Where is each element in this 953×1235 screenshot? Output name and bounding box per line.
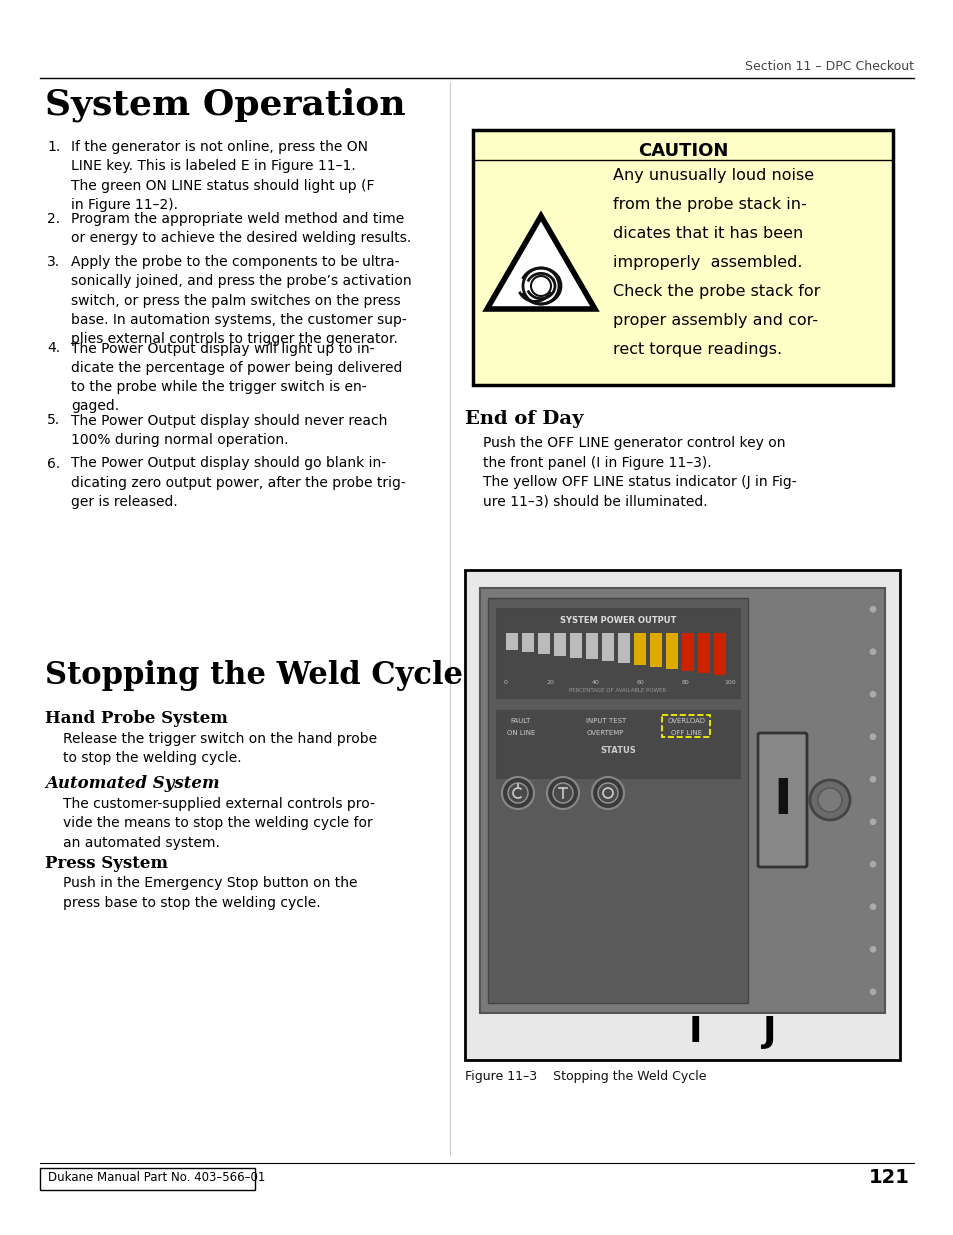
Text: improperly  assembled.: improperly assembled. bbox=[613, 254, 801, 270]
Polygon shape bbox=[487, 216, 595, 309]
FancyBboxPatch shape bbox=[537, 634, 550, 653]
Circle shape bbox=[868, 776, 876, 783]
Circle shape bbox=[501, 777, 534, 809]
Text: I: I bbox=[688, 1015, 701, 1049]
FancyBboxPatch shape bbox=[554, 634, 565, 656]
Circle shape bbox=[868, 605, 876, 614]
FancyBboxPatch shape bbox=[505, 634, 517, 650]
FancyBboxPatch shape bbox=[681, 634, 693, 671]
Text: End of Day: End of Day bbox=[464, 410, 583, 429]
Circle shape bbox=[507, 783, 527, 803]
Text: Section 11 – DPC Checkout: Section 11 – DPC Checkout bbox=[744, 61, 913, 73]
Text: Release the trigger switch on the hand probe
to stop the welding cycle.: Release the trigger switch on the hand p… bbox=[63, 732, 376, 766]
FancyBboxPatch shape bbox=[634, 634, 645, 666]
FancyBboxPatch shape bbox=[488, 598, 747, 1003]
Circle shape bbox=[868, 988, 876, 995]
Text: 0: 0 bbox=[503, 680, 507, 685]
Text: 121: 121 bbox=[868, 1168, 909, 1187]
Text: System Operation: System Operation bbox=[45, 88, 405, 122]
Text: Push in the Emergency Stop button on the
press base to stop the welding cycle.: Push in the Emergency Stop button on the… bbox=[63, 877, 357, 910]
Text: 1.: 1. bbox=[47, 140, 60, 154]
FancyBboxPatch shape bbox=[569, 634, 581, 657]
Circle shape bbox=[809, 781, 849, 820]
Circle shape bbox=[868, 861, 876, 868]
Circle shape bbox=[817, 788, 841, 811]
Text: SYSTEM POWER OUTPUT: SYSTEM POWER OUTPUT bbox=[559, 616, 676, 625]
Circle shape bbox=[522, 268, 558, 304]
Text: The customer-supplied external controls pro-
vide the means to stop the welding : The customer-supplied external controls … bbox=[63, 797, 375, 850]
FancyBboxPatch shape bbox=[40, 1168, 254, 1191]
Text: OFF LINE: OFF LINE bbox=[670, 730, 701, 736]
Circle shape bbox=[531, 275, 551, 296]
FancyBboxPatch shape bbox=[758, 734, 806, 867]
Text: 100: 100 bbox=[723, 680, 735, 685]
Circle shape bbox=[868, 647, 876, 656]
Circle shape bbox=[868, 903, 876, 910]
Text: The Power Output display should never reach
100% during normal operation.: The Power Output display should never re… bbox=[71, 414, 387, 447]
Text: proper assembly and cor-: proper assembly and cor- bbox=[613, 312, 818, 329]
FancyBboxPatch shape bbox=[496, 608, 740, 698]
FancyBboxPatch shape bbox=[713, 634, 725, 676]
Circle shape bbox=[868, 732, 876, 741]
Circle shape bbox=[598, 783, 618, 803]
Text: rect torque readings.: rect torque readings. bbox=[613, 342, 781, 357]
Text: PERCENTAGE OF AVAILABLE POWER: PERCENTAGE OF AVAILABLE POWER bbox=[569, 688, 666, 693]
Text: Push the OFF LINE generator control key on
the front panel (I in Figure 11–3).
T: Push the OFF LINE generator control key … bbox=[482, 436, 796, 509]
Text: 60: 60 bbox=[636, 680, 643, 685]
Text: Program the appropriate weld method and time
or energy to achieve the desired we: Program the appropriate weld method and … bbox=[71, 212, 411, 246]
Text: If the generator is not online, press the ON
LINE key. This is labeled E in Figu: If the generator is not online, press th… bbox=[71, 140, 375, 212]
Text: 20: 20 bbox=[546, 680, 554, 685]
Text: FAULT: FAULT bbox=[510, 718, 531, 724]
Circle shape bbox=[868, 690, 876, 698]
Text: J: J bbox=[762, 1015, 776, 1049]
FancyBboxPatch shape bbox=[665, 634, 678, 669]
Text: Check the probe stack for: Check the probe stack for bbox=[613, 284, 820, 299]
Text: Figure 11–3    Stopping the Weld Cycle: Figure 11–3 Stopping the Weld Cycle bbox=[464, 1070, 706, 1083]
Circle shape bbox=[868, 818, 876, 826]
Text: CAUTION: CAUTION bbox=[638, 142, 727, 161]
Text: I: I bbox=[772, 776, 791, 824]
Text: 6.: 6. bbox=[47, 457, 60, 471]
Text: OVERLOAD: OVERLOAD bbox=[666, 718, 704, 724]
Text: 3.: 3. bbox=[47, 254, 60, 269]
FancyBboxPatch shape bbox=[521, 634, 534, 652]
Circle shape bbox=[553, 783, 573, 803]
Text: dicates that it has been: dicates that it has been bbox=[613, 226, 802, 241]
Text: ON LINE: ON LINE bbox=[506, 730, 535, 736]
Text: Stopping the Weld Cycle: Stopping the Weld Cycle bbox=[45, 659, 462, 692]
Circle shape bbox=[592, 777, 623, 809]
FancyBboxPatch shape bbox=[496, 710, 740, 778]
FancyBboxPatch shape bbox=[698, 634, 709, 673]
Text: OVERTEMP: OVERTEMP bbox=[586, 730, 624, 736]
Text: Automated System: Automated System bbox=[45, 776, 219, 792]
Text: Press System: Press System bbox=[45, 855, 168, 872]
Text: Apply the probe to the components to be ultra-
sonically joined, and press the p: Apply the probe to the components to be … bbox=[71, 254, 411, 346]
Text: 80: 80 bbox=[680, 680, 688, 685]
Text: 40: 40 bbox=[591, 680, 598, 685]
FancyBboxPatch shape bbox=[649, 634, 661, 667]
Text: 4.: 4. bbox=[47, 342, 60, 356]
FancyBboxPatch shape bbox=[473, 130, 892, 385]
Text: STATUS: STATUS bbox=[599, 746, 636, 755]
Text: 5.: 5. bbox=[47, 414, 60, 427]
Text: Dukane Manual Part No. 403–566–01: Dukane Manual Part No. 403–566–01 bbox=[48, 1171, 265, 1184]
FancyBboxPatch shape bbox=[618, 634, 629, 663]
Text: The Power Output display will light up to in-
dicate the percentage of power bei: The Power Output display will light up t… bbox=[71, 342, 402, 414]
Text: Any unusually loud noise: Any unusually loud noise bbox=[613, 168, 813, 183]
FancyBboxPatch shape bbox=[585, 634, 598, 659]
Circle shape bbox=[546, 777, 578, 809]
FancyBboxPatch shape bbox=[601, 634, 614, 662]
Text: 2.: 2. bbox=[47, 212, 60, 226]
FancyBboxPatch shape bbox=[479, 588, 884, 1013]
Text: INPUT TEST: INPUT TEST bbox=[585, 718, 625, 724]
Text: The Power Output display should go blank in-
dicating zero output power, after t: The Power Output display should go blank… bbox=[71, 457, 405, 509]
Circle shape bbox=[868, 945, 876, 953]
Text: from the probe stack in-: from the probe stack in- bbox=[613, 198, 806, 212]
Text: Hand Probe System: Hand Probe System bbox=[45, 710, 228, 727]
FancyBboxPatch shape bbox=[464, 571, 899, 1060]
